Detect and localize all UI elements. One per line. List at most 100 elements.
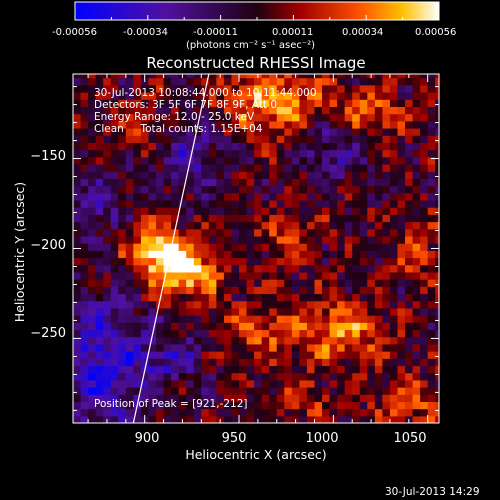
heatmap-cell bbox=[171, 343, 180, 352]
heatmap-cell bbox=[420, 257, 429, 266]
heatmap-cell bbox=[405, 271, 414, 280]
heatmap-cell bbox=[201, 279, 210, 287]
heatmap-cell bbox=[329, 84, 338, 93]
heatmap-cell bbox=[193, 300, 202, 309]
heatmap-cell bbox=[208, 207, 217, 215]
heatmap-cell bbox=[216, 379, 225, 388]
heatmap-cell bbox=[148, 84, 157, 93]
heatmap-cell bbox=[178, 120, 187, 129]
heatmap-cell bbox=[322, 408, 331, 417]
heatmap-cell bbox=[420, 271, 429, 280]
heatmap-cell bbox=[420, 120, 429, 129]
heatmap-cell bbox=[261, 372, 270, 381]
heatmap-cell bbox=[306, 307, 316, 316]
heatmap-cell bbox=[133, 207, 142, 215]
heatmap-cell bbox=[95, 358, 104, 367]
heatmap-cell bbox=[125, 336, 134, 345]
heatmap-cell bbox=[140, 91, 150, 100]
heatmap-cell bbox=[261, 171, 270, 179]
heatmap-cell bbox=[80, 135, 89, 143]
heatmap-cell bbox=[367, 279, 376, 287]
x-axis-label: Heliocentric X (arcsec) bbox=[185, 447, 326, 462]
heatmap-cell bbox=[344, 84, 353, 93]
heatmap-cell bbox=[405, 228, 414, 237]
heatmap-cell bbox=[223, 185, 233, 194]
heatmap-cell bbox=[88, 163, 97, 172]
heatmap-cell bbox=[216, 257, 225, 266]
heatmap-cell bbox=[186, 207, 195, 215]
heatmap-cell bbox=[239, 300, 248, 309]
heatmap-cell bbox=[246, 300, 255, 309]
heatmap-cell bbox=[148, 120, 157, 129]
heatmap-cell bbox=[397, 300, 406, 309]
y-tick-label-neg250: −250 bbox=[30, 326, 66, 341]
heatmap-cell bbox=[299, 394, 308, 403]
heatmap-cell bbox=[382, 77, 391, 86]
heatmap-cell bbox=[171, 74, 180, 79]
heatmap-cell bbox=[329, 120, 338, 129]
heatmap-cell bbox=[73, 372, 82, 381]
heatmap-cell bbox=[352, 156, 361, 165]
heatmap-cell bbox=[163, 372, 172, 381]
heatmap-cell bbox=[254, 394, 263, 403]
heatmap-cell bbox=[284, 149, 293, 158]
heatmap-cell bbox=[133, 322, 142, 331]
heatmap-cell bbox=[80, 408, 89, 417]
heatmap-cell bbox=[367, 228, 376, 237]
heatmap-cell bbox=[382, 142, 391, 151]
heatmap-cell bbox=[216, 322, 225, 331]
heatmap-cell bbox=[156, 214, 165, 223]
heatmap-cell bbox=[163, 99, 172, 107]
heatmap-cell bbox=[322, 214, 331, 223]
heatmap-cell bbox=[314, 300, 323, 309]
heatmap-cell bbox=[359, 214, 368, 223]
heatmap-cell bbox=[231, 163, 240, 172]
heatmap-cell bbox=[208, 74, 217, 79]
heatmap-cell bbox=[193, 113, 202, 122]
heatmap-cell bbox=[352, 142, 361, 151]
heatmap-cell bbox=[140, 149, 150, 158]
heatmap-cell bbox=[389, 387, 399, 395]
heatmap-cell bbox=[239, 106, 248, 115]
heatmap-cell bbox=[80, 379, 89, 388]
heatmap-cell bbox=[186, 257, 195, 266]
heatmap-cell bbox=[367, 84, 376, 93]
heatmap-cell bbox=[118, 185, 127, 194]
heatmap-cell bbox=[186, 415, 195, 423]
heatmap-cell bbox=[133, 178, 142, 187]
heatmap-cell bbox=[148, 149, 157, 158]
heatmap-cell bbox=[389, 171, 399, 179]
heatmap-cell bbox=[163, 351, 172, 359]
heatmap-cell bbox=[359, 74, 368, 79]
heatmap-cell bbox=[88, 106, 97, 115]
heatmap-cell bbox=[420, 127, 429, 136]
heatmap-cell bbox=[291, 343, 300, 352]
heatmap-cell bbox=[299, 199, 308, 208]
heatmap-cell bbox=[412, 214, 421, 223]
heatmap-cell bbox=[73, 113, 82, 122]
heatmap-cell bbox=[246, 120, 255, 129]
heatmap-cell bbox=[382, 322, 391, 331]
heatmap-cell bbox=[276, 387, 285, 395]
heatmap-cell bbox=[246, 408, 255, 417]
heatmap-cell bbox=[344, 120, 353, 129]
heatmap-cell bbox=[276, 113, 285, 122]
heatmap-cell bbox=[254, 142, 263, 151]
heatmap-cell bbox=[427, 372, 436, 381]
heatmap-cell bbox=[125, 279, 134, 287]
heatmap-cell bbox=[95, 257, 104, 266]
heatmap-cell bbox=[284, 84, 293, 93]
heatmap-cell bbox=[435, 84, 439, 93]
heatmap-cell bbox=[156, 135, 165, 143]
heatmap-cell bbox=[337, 135, 346, 143]
heatmap-cell bbox=[284, 329, 293, 338]
heatmap-cell bbox=[103, 199, 112, 208]
heatmap-cell bbox=[73, 192, 82, 201]
heatmap-cell bbox=[269, 185, 278, 194]
heatmap-cell bbox=[208, 329, 217, 338]
heatmap-cell bbox=[314, 228, 323, 237]
heatmap-cell bbox=[163, 365, 172, 374]
heatmap-cell bbox=[118, 228, 127, 237]
heatmap-cell bbox=[420, 142, 429, 151]
heatmap-cell bbox=[329, 214, 338, 223]
